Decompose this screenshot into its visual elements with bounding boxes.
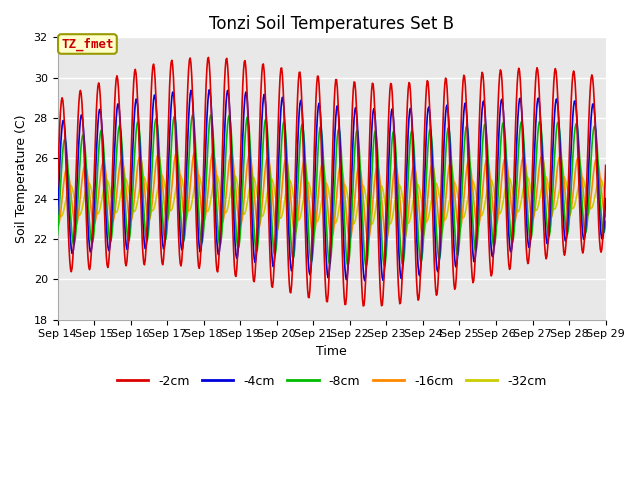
-8cm [416, 252, 424, 258]
-16cm [205, 174, 213, 180]
-4cm [416, 273, 424, 278]
Line: -2cm: -2cm [58, 58, 605, 306]
X-axis label: Time: Time [316, 345, 347, 358]
Legend: -2cm, -4cm, -8cm, -16cm, -32cm: -2cm, -4cm, -8cm, -16cm, -32cm [112, 370, 552, 393]
-8cm [205, 133, 212, 139]
-8cm [54, 232, 61, 238]
Line: -8cm: -8cm [58, 115, 605, 266]
-16cm [365, 236, 372, 242]
-2cm [602, 163, 609, 168]
-2cm [416, 287, 424, 293]
-8cm [207, 112, 214, 118]
Line: -4cm: -4cm [58, 90, 605, 281]
-4cm [400, 249, 408, 255]
-16cm [120, 165, 128, 171]
-32cm [416, 187, 424, 192]
-8cm [362, 264, 370, 269]
-4cm [361, 278, 369, 284]
Title: Tonzi Soil Temperatures Set B: Tonzi Soil Temperatures Set B [209, 15, 454, 33]
-8cm [602, 219, 609, 225]
-16cm [63, 167, 71, 172]
-2cm [54, 183, 61, 189]
-2cm [205, 60, 213, 66]
-4cm [175, 219, 183, 225]
-16cm [400, 232, 408, 238]
-32cm [63, 189, 71, 195]
-16cm [416, 212, 424, 218]
-2cm [360, 303, 367, 309]
-2cm [205, 55, 212, 60]
-16cm [602, 214, 609, 219]
-4cm [602, 196, 609, 202]
-2cm [120, 237, 128, 243]
-16cm [191, 150, 198, 156]
Y-axis label: Soil Temperature (C): Soil Temperature (C) [15, 114, 28, 243]
-32cm [194, 172, 202, 178]
Text: TZ_fmet: TZ_fmet [61, 37, 114, 51]
-8cm [120, 175, 128, 181]
-2cm [63, 204, 71, 210]
-32cm [205, 205, 213, 211]
-32cm [368, 221, 376, 227]
-8cm [175, 189, 183, 194]
-16cm [54, 224, 61, 229]
-4cm [54, 211, 61, 217]
-8cm [63, 157, 71, 163]
-32cm [602, 196, 609, 202]
-8cm [400, 258, 408, 264]
-16cm [175, 168, 183, 174]
-4cm [205, 87, 213, 93]
Line: -16cm: -16cm [58, 153, 605, 239]
-4cm [205, 91, 212, 97]
-32cm [120, 177, 128, 183]
-4cm [63, 175, 71, 180]
-2cm [175, 252, 183, 258]
-32cm [400, 201, 408, 207]
-32cm [54, 204, 61, 210]
-2cm [400, 229, 408, 235]
-4cm [120, 203, 128, 209]
Line: -32cm: -32cm [58, 175, 605, 224]
-32cm [175, 172, 183, 178]
